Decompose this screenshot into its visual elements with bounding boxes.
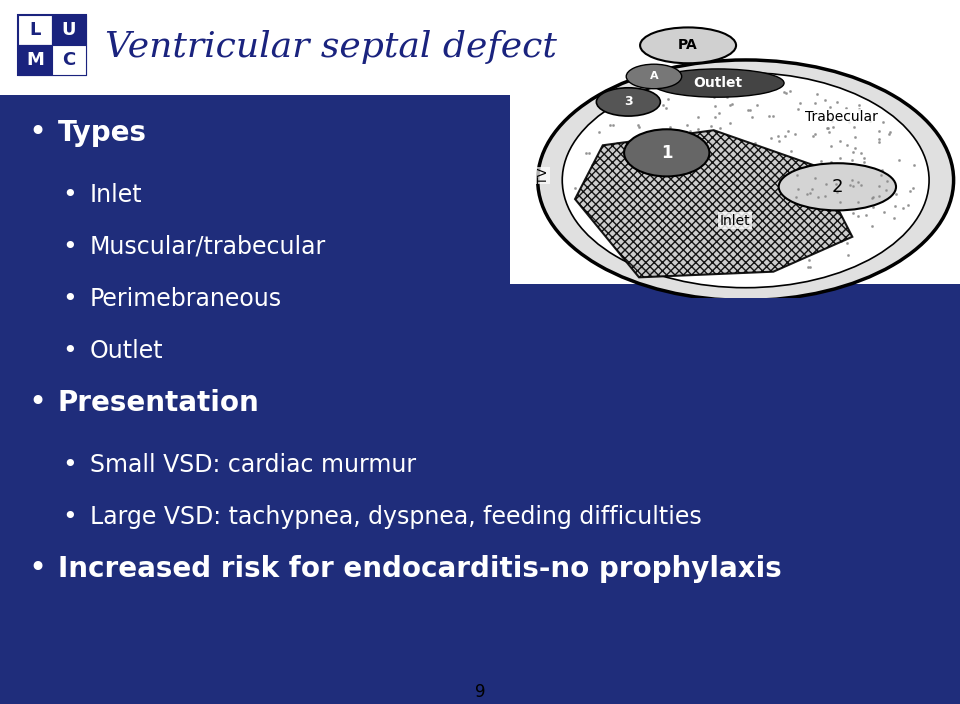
Text: •: •: [28, 555, 46, 584]
Text: Outlet: Outlet: [90, 339, 163, 363]
Text: A: A: [650, 72, 659, 82]
Text: PA: PA: [678, 38, 698, 52]
Bar: [510, 284, 960, 704]
Text: Muscular/trabecular: Muscular/trabecular: [90, 235, 326, 259]
Ellipse shape: [596, 88, 660, 116]
Text: Perimebraneous: Perimebraneous: [90, 287, 282, 311]
Text: •: •: [62, 235, 77, 259]
Polygon shape: [575, 130, 852, 277]
Text: Ventricular septal defect: Ventricular septal defect: [105, 30, 557, 64]
Bar: [18, 45, 52, 75]
Text: Small VSD: cardiac murmur: Small VSD: cardiac murmur: [90, 453, 416, 477]
Text: 9: 9: [475, 683, 485, 701]
Ellipse shape: [779, 163, 896, 210]
Text: Types: Types: [58, 119, 147, 147]
Text: 3: 3: [624, 96, 633, 108]
Text: Trabecular: Trabecular: [805, 110, 878, 124]
Text: TV: TV: [537, 168, 549, 184]
Ellipse shape: [563, 73, 929, 288]
Text: 2: 2: [831, 178, 843, 196]
Circle shape: [626, 64, 682, 89]
Text: Outlet: Outlet: [693, 76, 742, 90]
Text: L: L: [30, 21, 40, 39]
Bar: [18, 15, 52, 45]
Text: U: U: [61, 21, 76, 39]
Text: Inlet: Inlet: [90, 183, 143, 207]
Text: M: M: [26, 51, 44, 69]
Ellipse shape: [624, 130, 709, 177]
Text: Large VSD: tachypnea, dyspnea, feeding difficulties: Large VSD: tachypnea, dyspnea, feeding d…: [90, 505, 702, 529]
Text: 1: 1: [661, 144, 673, 162]
Text: •: •: [28, 118, 46, 148]
Text: •: •: [62, 339, 77, 363]
Ellipse shape: [640, 27, 736, 63]
Text: •: •: [62, 183, 77, 207]
Bar: [52, 45, 86, 75]
Text: •: •: [62, 287, 77, 311]
Text: •: •: [62, 453, 77, 477]
Ellipse shape: [538, 60, 953, 301]
Bar: [52, 15, 86, 45]
Ellipse shape: [652, 69, 784, 97]
Text: •: •: [28, 389, 46, 417]
Bar: [0, 95, 510, 704]
Text: Inlet: Inlet: [720, 214, 751, 228]
Text: •: •: [62, 505, 77, 529]
Text: Increased risk for endocarditis-no prophylaxis: Increased risk for endocarditis-no proph…: [58, 555, 781, 583]
Text: C: C: [62, 51, 76, 69]
Bar: [18, 15, 86, 75]
Text: Presentation: Presentation: [58, 389, 260, 417]
